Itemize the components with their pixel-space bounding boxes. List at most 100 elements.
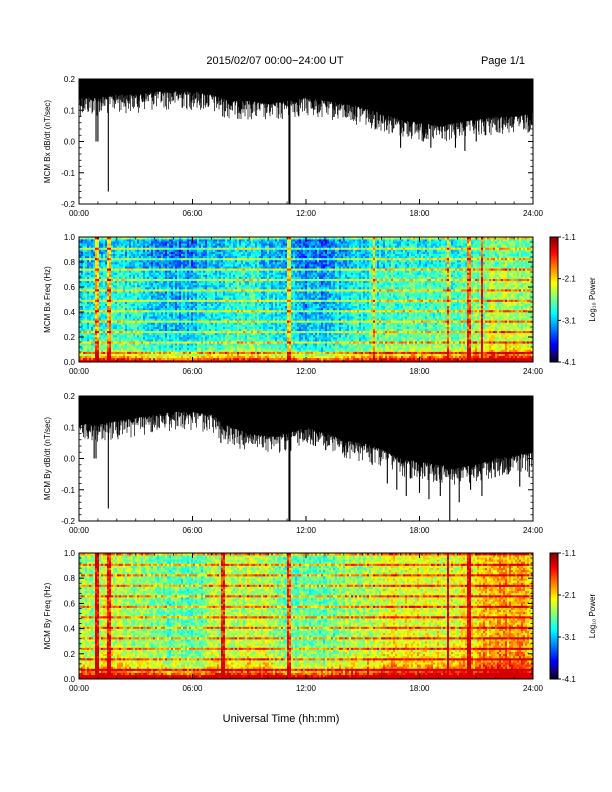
heatmap-cell [189,316,192,319]
heatmap-cell [201,318,204,321]
heatmap-cell [205,345,208,348]
heatmap-cell [201,270,204,273]
heatmap-cell [89,251,92,254]
heatmap-cell [225,345,228,348]
heatmap-cell [137,337,140,340]
heatmap-cell [105,266,108,269]
heatmap-cell [203,247,206,250]
heatmap-cell [101,241,104,244]
heatmap-cell [241,359,244,363]
heatmap-cell [147,355,150,359]
heatmap-cell [227,251,230,254]
heatmap-cell [81,293,84,296]
heatmap-cell [133,274,136,277]
heatmap-cell [159,239,162,242]
heatmap-cell [145,237,148,240]
heatmap-cell [163,293,166,296]
heatmap-cell [109,278,112,282]
heatmap-cell [181,305,184,309]
heatmap-cell [93,316,96,319]
heatmap-cell [189,349,192,352]
heatmap-cell [195,303,198,307]
heatmap-cell [89,264,92,267]
heatmap-cell [109,284,112,288]
heatmap-cell [225,270,228,273]
heatmap-cell [139,324,142,327]
heatmap-cell [183,334,186,338]
heatmap-cell [197,291,200,294]
heatmap-cell [139,243,142,246]
heatmap-cell [183,295,186,298]
heatmap-cell [205,251,208,254]
heatmap-cell [203,287,206,290]
heatmap-cell [215,347,218,350]
heatmap-cell [87,355,90,359]
heatmap-cell [89,328,92,332]
heatmap-cell [145,268,148,271]
heatmap-cell [93,351,96,354]
heatmap-cell [115,328,118,332]
heatmap-cell [201,359,204,363]
heatmap-cell [197,278,200,282]
heatmap-cell [81,301,84,304]
heatmap-cell [235,284,238,288]
heatmap-cell [101,259,104,263]
heatmap-cell [151,314,154,317]
heatmap-cell [187,243,190,246]
heatmap-cell [169,343,172,346]
heatmap-cell [199,326,202,329]
heatmap-cell [147,307,150,311]
heatmap-cell [217,237,220,240]
heatmap-cell [185,243,188,246]
heatmap-cell [133,307,136,311]
heatmap-cell [143,328,146,332]
heatmap-cell [237,289,240,292]
heatmap-cell [133,309,136,313]
heatmap-cell [211,343,214,346]
heatmap-cell [165,353,168,357]
heatmap-cell [235,324,238,327]
heatmap-cell [121,301,124,304]
heatmap-cell [143,247,146,250]
heatmap-cell [211,259,214,263]
heatmap-cell [209,345,212,348]
heatmap-cell [113,247,116,250]
heatmap-cell [155,345,158,348]
heatmap-cell [179,284,182,288]
heatmap-cell [103,322,106,325]
heatmap-cell [105,278,108,282]
heatmap-cell [81,243,84,246]
heatmap-cell [191,255,194,259]
heatmap-cell [239,357,242,361]
heatmap-cell [203,264,206,267]
heatmap-cell [183,253,186,257]
heatmap-cell [213,328,216,332]
heatmap-cell [159,255,162,259]
heatmap-cell [129,295,132,298]
heatmap-cell [221,297,224,300]
heatmap-cell [231,337,234,340]
heatmap-cell [225,339,228,342]
heatmap-cell [231,262,234,265]
heatmap-cell [135,276,138,279]
heatmap-cell [99,318,102,321]
heatmap-cell [167,274,170,277]
heatmap-cell [79,274,82,277]
heatmap-cell [145,339,148,342]
heatmap-cell [103,257,106,261]
heatmap-cell [153,295,156,298]
heatmap-cell [105,341,108,344]
heatmap-cell [227,299,230,302]
heatmap-cell [135,303,138,307]
heatmap-cell [207,282,210,286]
heatmap-cell [133,322,136,325]
heatmap-cell [227,278,230,282]
heatmap-cell [119,276,122,279]
heatmap-cell [101,345,104,348]
heatmap-cell [197,357,200,361]
heatmap-cell [89,295,92,298]
heatmap-cell [111,312,114,315]
heatmap-cell [87,328,90,332]
heatmap-cell [191,268,194,271]
heatmap-cell [181,278,184,282]
